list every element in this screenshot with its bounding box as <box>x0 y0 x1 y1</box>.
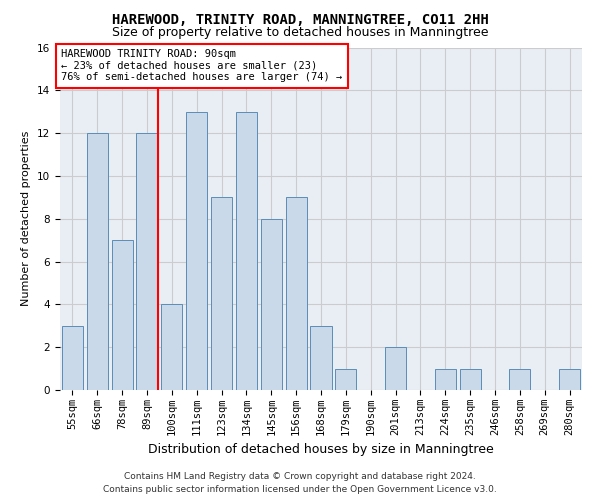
Bar <box>236 112 257 390</box>
Bar <box>161 304 182 390</box>
Bar <box>136 133 158 390</box>
Bar <box>261 219 282 390</box>
Bar <box>62 326 83 390</box>
Bar <box>310 326 332 390</box>
Bar <box>509 368 530 390</box>
Bar <box>211 198 232 390</box>
Bar <box>286 198 307 390</box>
Bar <box>559 368 580 390</box>
Bar <box>112 240 133 390</box>
Bar <box>385 347 406 390</box>
Bar <box>87 133 108 390</box>
Text: HAREWOOD TRINITY ROAD: 90sqm
← 23% of detached houses are smaller (23)
76% of se: HAREWOOD TRINITY ROAD: 90sqm ← 23% of de… <box>61 49 342 82</box>
Text: Contains HM Land Registry data © Crown copyright and database right 2024.
Contai: Contains HM Land Registry data © Crown c… <box>103 472 497 494</box>
Bar <box>460 368 481 390</box>
Bar <box>435 368 456 390</box>
Text: Size of property relative to detached houses in Manningtree: Size of property relative to detached ho… <box>112 26 488 39</box>
Y-axis label: Number of detached properties: Number of detached properties <box>22 131 31 306</box>
Bar <box>335 368 356 390</box>
Text: HAREWOOD, TRINITY ROAD, MANNINGTREE, CO11 2HH: HAREWOOD, TRINITY ROAD, MANNINGTREE, CO1… <box>112 12 488 26</box>
Bar <box>186 112 207 390</box>
X-axis label: Distribution of detached houses by size in Manningtree: Distribution of detached houses by size … <box>148 444 494 456</box>
